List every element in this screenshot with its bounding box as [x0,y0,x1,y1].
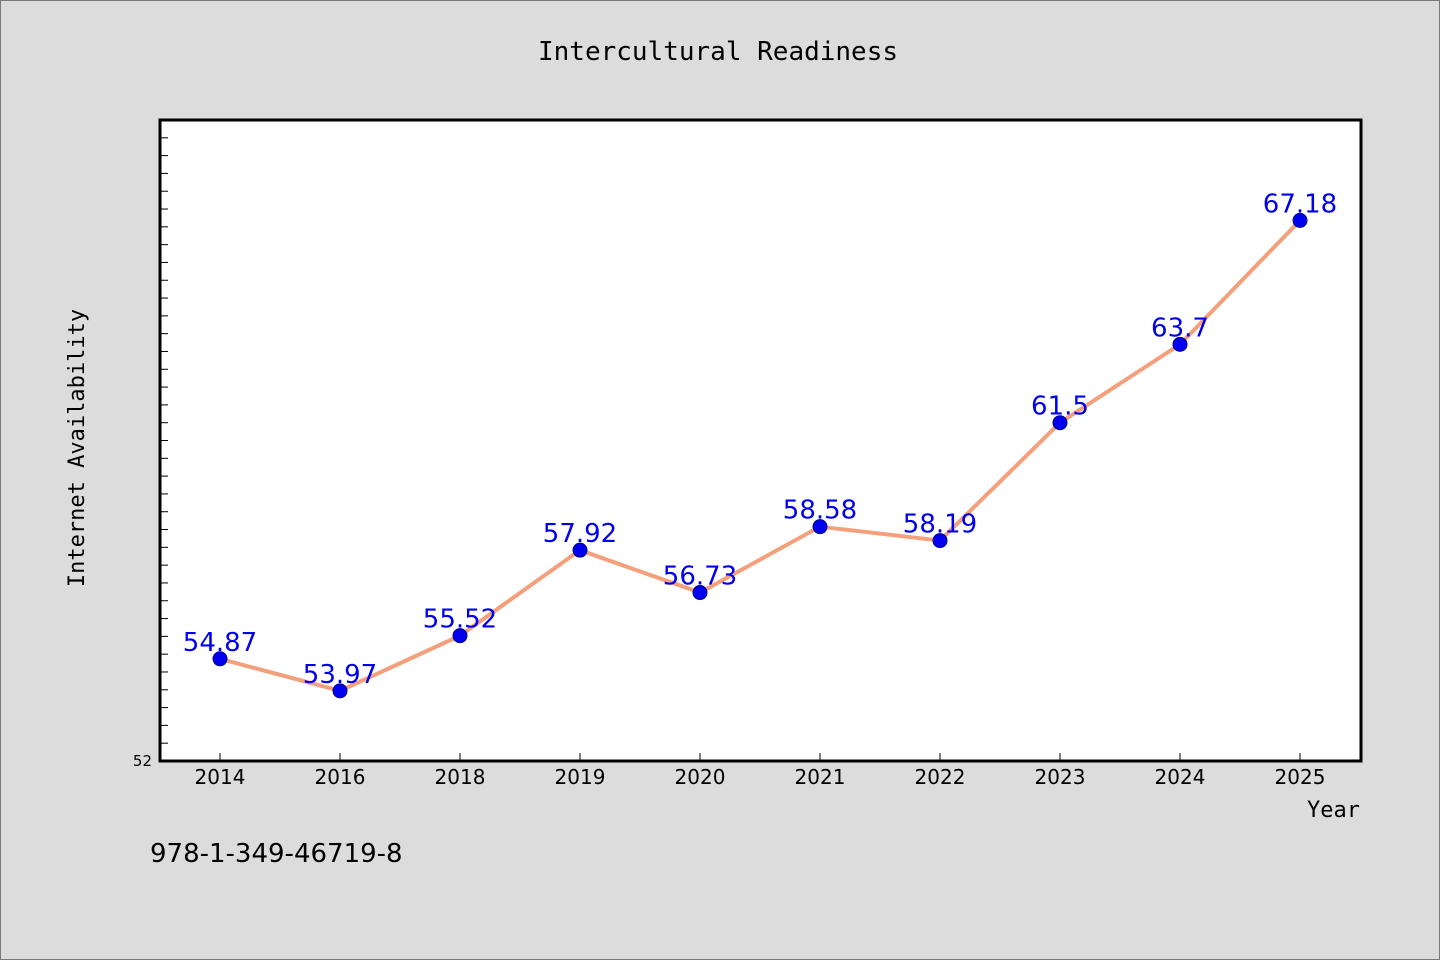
data-point [1292,212,1308,228]
plot-area [158,118,1363,763]
series-group: 54.87 53.97 55.52 57.92 56.73 58.58 58.19 61.5 6… [183,189,1337,699]
x-tick-label: 2025 [1275,765,1326,789]
x-tick-label: 2014 [195,765,246,789]
x-tick-label: 2021 [795,765,846,789]
series-line [219,219,1302,693]
data-label: 63.7 [1151,313,1209,343]
x-tick-label: 2019 [555,765,606,789]
data-point [812,519,828,535]
x-tick-label: 2022 [915,765,966,789]
y-axis-ticks [160,137,168,744]
x-tick-label: 2024 [1155,765,1206,789]
x-tick-label: 2020 [675,765,726,789]
chart-title: Intercultural Readiness [538,37,898,67]
y-axis-label: Internet Availability [65,309,90,587]
x-axis-ticks [219,753,1301,761]
data-point [692,585,708,601]
data-point [572,542,588,558]
data-label: 58.19 [903,510,977,540]
x-axis-label: Year [1307,798,1360,823]
data-point [1052,415,1068,431]
x-tick-label: 2023 [1035,765,1086,789]
x-axis-tick-labels: 2014 2016 2018 2019 2020 2021 2022 2023 2024 2025 [195,765,1326,789]
data-point [1172,336,1188,352]
data-label: 56.73 [663,562,737,592]
x-tick-label: 2016 [315,765,366,789]
data-label: 55.52 [423,605,497,635]
footer-isbn: 978-1-349-46719-8 [150,839,403,869]
data-label: 61.5 [1031,392,1089,422]
y-tick-label-min: 52 [133,752,152,770]
data-label: 54.87 [183,628,257,658]
data-point [212,651,228,667]
data-label: 67.18 [1263,189,1337,219]
x-tick-label: 2018 [435,765,486,789]
data-point [332,683,348,699]
data-point [932,533,948,549]
data-label: 58.58 [783,496,857,526]
data-point [452,628,468,644]
data-label: 53.97 [303,660,377,690]
data-label: 57.92 [543,519,617,549]
